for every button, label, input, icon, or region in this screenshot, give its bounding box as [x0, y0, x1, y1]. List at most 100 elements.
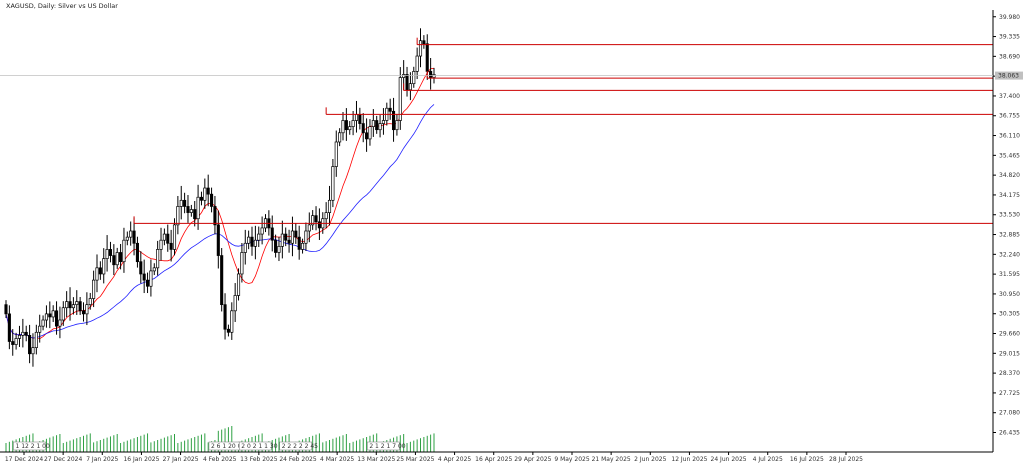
x-tick-label: 16 Jul 2025: [790, 456, 824, 463]
x-tick-label: 12 Jun 2025: [671, 456, 707, 463]
y-tick-label: 30.950: [999, 291, 1020, 298]
candle-body: [172, 224, 177, 250]
volume-label-box: [279, 441, 313, 451]
candle-body: [354, 114, 359, 121]
candle-body: [193, 209, 197, 220]
x-tick-label: 28 Jul 2025: [829, 456, 863, 463]
x-tick-label: 25 Mar 2025: [396, 456, 434, 463]
candle-body: [392, 110, 396, 131]
candle-body: [429, 71, 433, 78]
candle-body: [125, 236, 129, 241]
candle-body: [196, 196, 200, 220]
x-tick-label: 27 Jan 2025: [163, 456, 199, 463]
candle-body: [348, 126, 352, 131]
candle-body: [371, 120, 375, 127]
candle-body: [257, 233, 261, 241]
candle-body: [68, 301, 72, 309]
candle-body: [422, 40, 426, 45]
candle-body: [311, 215, 315, 226]
candle-body: [162, 233, 166, 241]
y-tick-label: 39.335: [999, 34, 1020, 41]
candle-body: [149, 270, 153, 287]
candle-body: [61, 307, 65, 321]
y-tick-label: 37.400: [999, 93, 1020, 100]
axes: 39.98039.33538.69038.04537.40036.75536.1…: [0, 10, 1023, 463]
candle-body: [199, 196, 204, 201]
candle-body: [7, 313, 11, 342]
candle-body: [98, 267, 102, 275]
candle-body: [145, 279, 150, 287]
candle-body: [179, 199, 183, 207]
x-tick-label: 16 Jan 2025: [123, 456, 159, 463]
candle-body: [226, 328, 230, 333]
candle-body: [75, 301, 79, 306]
y-tick-label: 32.240: [999, 251, 1020, 258]
candle-body: [314, 215, 318, 223]
candle-body: [115, 252, 119, 266]
candle-body: [189, 209, 193, 213]
y-tick-label: 36.755: [999, 113, 1020, 120]
volume-label: 2 2 2 2 2 45: [282, 443, 318, 450]
candle-body: [132, 230, 136, 244]
candle-body: [169, 242, 173, 250]
candle-body: [260, 227, 264, 235]
candle-body: [368, 126, 372, 140]
candle-body: [105, 249, 109, 259]
candle-body: [81, 310, 86, 315]
candle-body: [365, 132, 369, 140]
y-tick-label: 34.175: [999, 192, 1020, 199]
x-tick-label: 13 Mar 2025: [357, 456, 395, 463]
candle-body: [78, 301, 82, 312]
candle-body: [274, 239, 278, 253]
candle-body: [102, 258, 106, 275]
candle-body: [21, 331, 25, 336]
candle-body: [34, 331, 38, 348]
volume-label: 2 1 2 1 7 00: [369, 443, 405, 450]
candle-body: [213, 206, 217, 226]
candle-body: [388, 107, 392, 112]
candle-body: [378, 123, 382, 131]
candle-body: [51, 310, 55, 318]
candle-body: [270, 227, 274, 241]
candle-body: [236, 273, 241, 296]
candle-body: [135, 242, 139, 263]
candle-body: [223, 304, 227, 330]
candle-body: [129, 230, 133, 238]
ma-slow-line: [5, 104, 435, 339]
x-tick-label: 17 Dec 2024: [5, 456, 44, 463]
y-tick-label: 31.595: [999, 271, 1020, 278]
candle-body: [65, 301, 69, 309]
candle-body: [38, 325, 42, 333]
candle-body: [250, 236, 254, 247]
volume-label-box: [238, 441, 272, 451]
horizontal-levels[interactable]: [133, 37, 993, 224]
candle-body: [381, 120, 385, 124]
candle-body: [71, 304, 75, 309]
y-tick-label: 35.465: [999, 152, 1020, 159]
candle-body: [324, 212, 328, 220]
candle-body: [297, 236, 301, 250]
candle-body: [156, 249, 160, 269]
candle-body: [398, 77, 402, 121]
candle-body: [112, 255, 116, 266]
x-tick-label: 4 Feb 2025: [203, 456, 237, 463]
candle-body: [203, 187, 207, 201]
candle-body: [425, 43, 429, 72]
candle-body: [418, 40, 423, 57]
price-tag: [995, 71, 1023, 80]
candle-body: [108, 249, 113, 256]
candle-body: [358, 114, 362, 124]
candle-body: [375, 120, 379, 131]
x-tick-label: 16 Apr 2025: [475, 456, 512, 463]
candle-body: [405, 74, 409, 91]
candle-body: [11, 341, 15, 345]
x-tick-label: 2 Jun 2025: [634, 456, 666, 463]
y-tick-label: 38.690: [999, 53, 1020, 60]
candle-body: [85, 304, 89, 315]
candle-body: [44, 313, 48, 321]
candle-body: [176, 206, 180, 226]
volume-label-box: [13, 441, 46, 451]
candle-body: [206, 187, 210, 195]
candle-body: [92, 279, 96, 299]
